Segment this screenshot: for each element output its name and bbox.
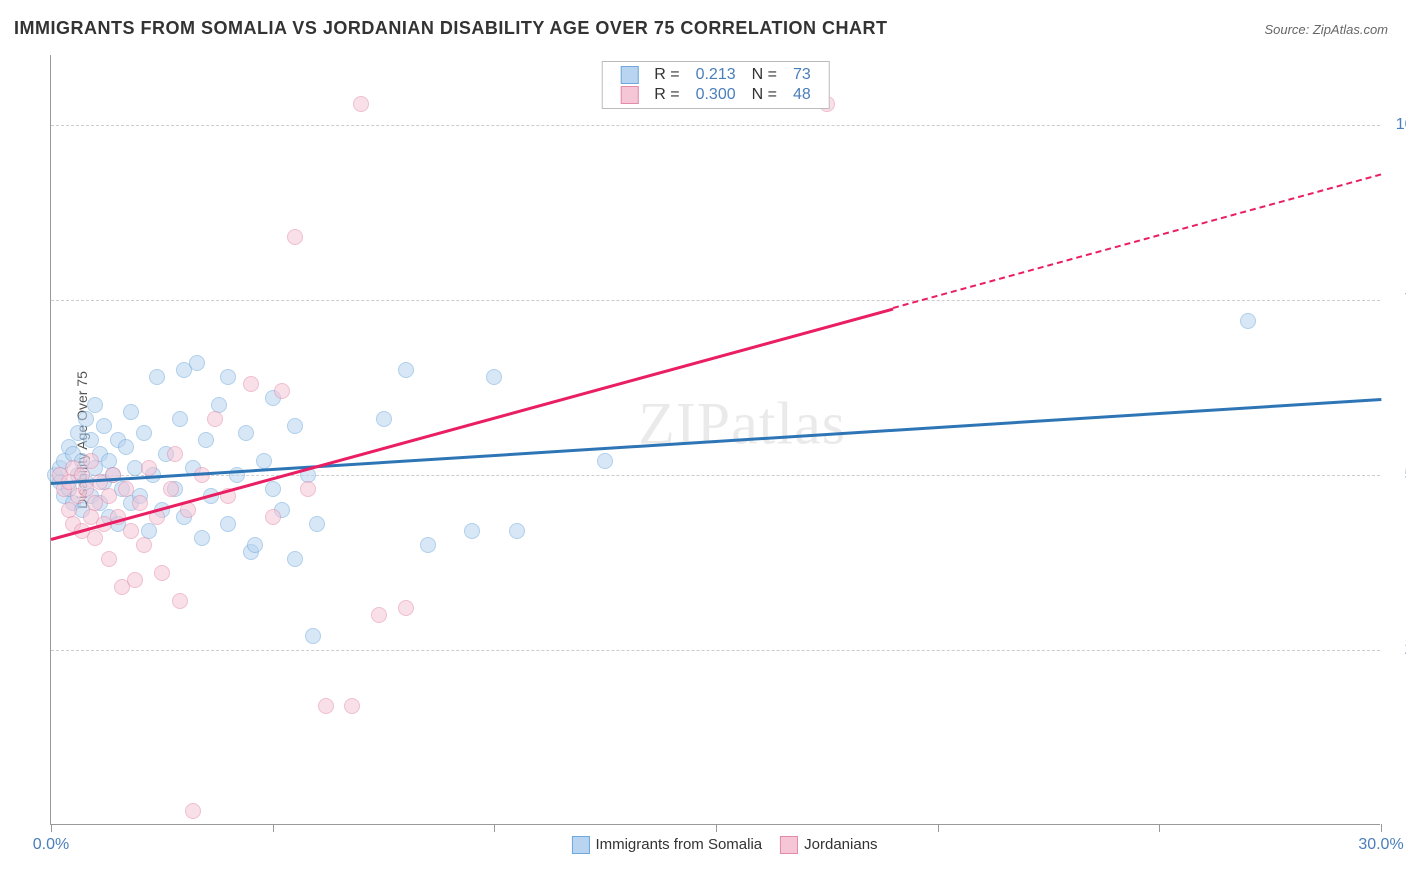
legend-swatch — [780, 836, 798, 854]
data-point — [287, 418, 303, 434]
data-point — [123, 523, 139, 539]
data-point — [123, 404, 139, 420]
legend-n-label: N = — [744, 65, 785, 85]
chart-container: IMMIGRANTS FROM SOMALIA VS JORDANIAN DIS… — [0, 0, 1406, 892]
data-point — [305, 628, 321, 644]
trend-line — [51, 398, 1381, 484]
series-legend: Immigrants from Somalia Jordanians — [553, 836, 877, 854]
y-tick-label: 75.0% — [1390, 291, 1406, 309]
data-point — [420, 537, 436, 553]
legend-row: R =0.213N =73 — [612, 65, 819, 85]
chart-title: IMMIGRANTS FROM SOMALIA VS JORDANIAN DIS… — [14, 18, 888, 39]
data-point — [353, 96, 369, 112]
data-point — [101, 488, 117, 504]
x-tick-label: 30.0% — [1358, 836, 1403, 854]
data-point — [220, 516, 236, 532]
data-point — [318, 698, 334, 714]
source-attribution: Source: ZipAtlas.com — [1264, 22, 1388, 37]
legend-n-value: 73 — [785, 65, 819, 85]
data-point — [398, 600, 414, 616]
data-point — [509, 523, 525, 539]
data-point — [464, 523, 480, 539]
x-tick-mark — [938, 824, 939, 832]
data-point — [96, 418, 112, 434]
x-tick-mark — [1159, 824, 1160, 832]
gridline-h — [51, 125, 1380, 126]
data-point — [1240, 313, 1256, 329]
legend-n-label: N = — [744, 85, 785, 105]
legend-series-label: Jordanians — [804, 836, 877, 853]
x-tick-mark — [273, 824, 274, 832]
data-point — [163, 481, 179, 497]
data-point — [118, 439, 134, 455]
data-point — [376, 411, 392, 427]
data-point — [300, 481, 316, 497]
legend-row: R =0.300N =48 — [612, 85, 819, 105]
correlation-legend: R =0.213N =73R =0.300N =48 — [601, 61, 830, 109]
legend-swatch — [620, 86, 638, 104]
data-point — [194, 530, 210, 546]
data-point — [344, 698, 360, 714]
data-point — [172, 593, 188, 609]
data-point — [141, 460, 157, 476]
data-point — [101, 551, 117, 567]
data-point — [256, 453, 272, 469]
data-point — [371, 607, 387, 623]
data-point — [287, 229, 303, 245]
data-point — [265, 481, 281, 497]
data-point — [287, 551, 303, 567]
x-tick-mark — [51, 824, 52, 832]
x-tick-mark — [1381, 824, 1382, 832]
data-point — [87, 397, 103, 413]
legend-r-value: 0.300 — [688, 85, 744, 105]
legend-swatch — [571, 836, 589, 854]
data-point — [118, 481, 134, 497]
trend-line — [893, 174, 1381, 309]
x-tick-mark — [716, 824, 717, 832]
data-point — [486, 369, 502, 385]
data-point — [83, 453, 99, 469]
data-point — [149, 369, 165, 385]
x-tick-label: 0.0% — [33, 836, 69, 854]
legend-r-label: R = — [646, 85, 687, 105]
data-point — [167, 446, 183, 462]
data-point — [309, 516, 325, 532]
data-point — [172, 411, 188, 427]
data-point — [220, 369, 236, 385]
gridline-h — [51, 650, 1380, 651]
data-point — [247, 537, 263, 553]
data-point — [185, 803, 201, 819]
gridline-h — [51, 475, 1380, 476]
gridline-h — [51, 300, 1380, 301]
data-point — [243, 376, 259, 392]
legend-n-value: 48 — [785, 85, 819, 105]
data-point — [136, 537, 152, 553]
plot-area: Disability Age Over 75 ZIPatlas R =0.213… — [50, 55, 1380, 825]
data-point — [87, 530, 103, 546]
x-tick-mark — [494, 824, 495, 832]
y-tick-label: 100.0% — [1390, 116, 1406, 134]
data-point — [78, 411, 94, 427]
data-point — [132, 495, 148, 511]
y-tick-label: 25.0% — [1390, 641, 1406, 659]
data-point — [189, 355, 205, 371]
data-point — [154, 565, 170, 581]
data-point — [398, 362, 414, 378]
data-point — [136, 425, 152, 441]
legend-r-value: 0.213 — [688, 65, 744, 85]
watermark: ZIPatlas — [638, 390, 846, 459]
y-tick-label: 50.0% — [1390, 466, 1406, 484]
data-point — [207, 411, 223, 427]
data-point — [198, 432, 214, 448]
legend-swatch — [620, 66, 638, 84]
legend-r-label: R = — [646, 65, 687, 85]
legend-series-label: Immigrants from Somalia — [595, 836, 762, 853]
data-point — [265, 509, 281, 525]
data-point — [238, 425, 254, 441]
data-point — [274, 383, 290, 399]
data-point — [127, 572, 143, 588]
data-point — [597, 453, 613, 469]
